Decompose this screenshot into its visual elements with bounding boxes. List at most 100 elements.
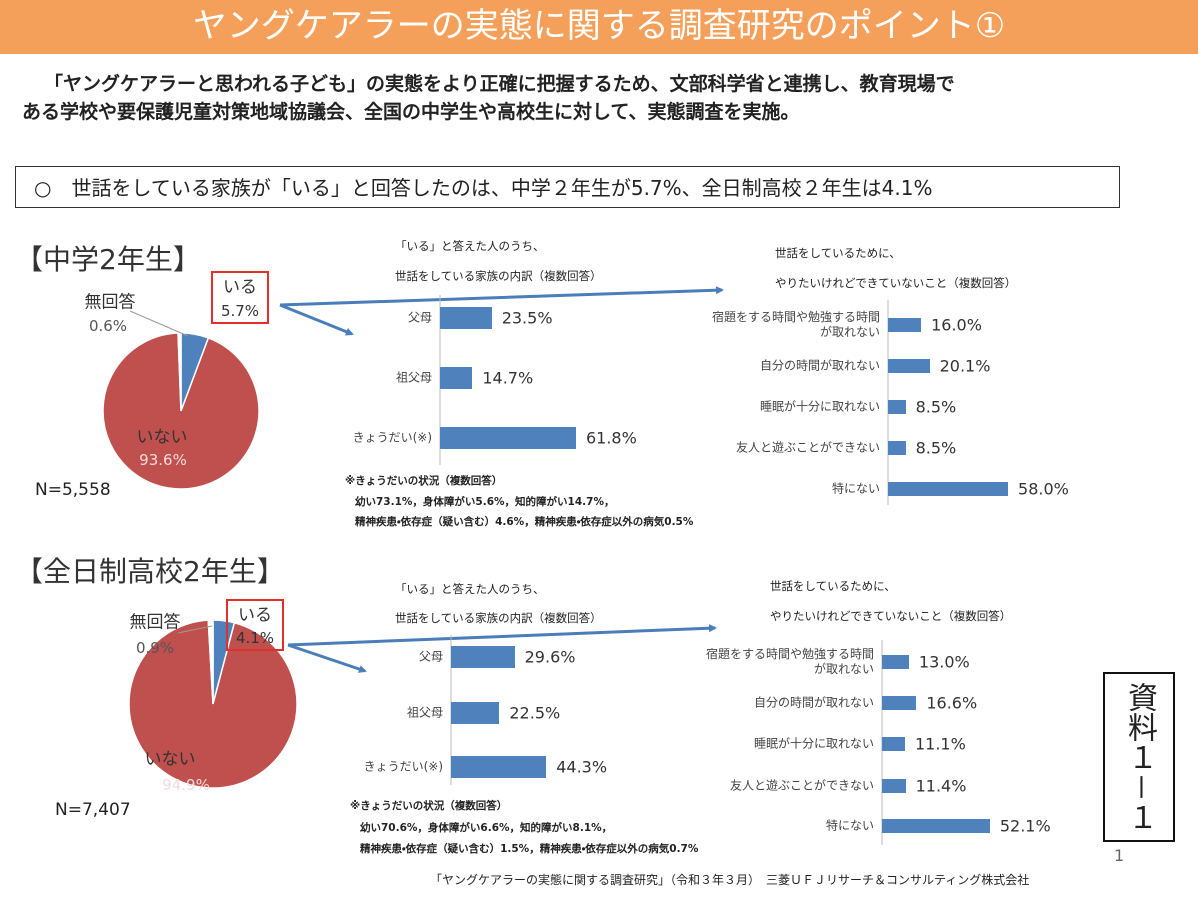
slice-label: いない	[144, 749, 196, 770]
bar	[888, 318, 922, 332]
bar	[440, 307, 492, 329]
category-label: 友人と遊ぶことができない	[735, 440, 880, 455]
source: 「ヤングケアラーの実態に関する調査研究」（令和３年３月） 三菱ＵＦＪリサーチ＆コ…	[430, 873, 1030, 887]
category-label: 宿題をする時間や勉強する時間が取れない	[711, 310, 880, 339]
highlight-box	[211, 271, 269, 324]
bar	[888, 482, 1009, 496]
bar	[882, 819, 990, 833]
footnote: 精神疾患・依存症（疑い含む）4.6%，精神疾患・依存症以外の病気0.5%	[355, 516, 694, 528]
value-label: 16.6%	[926, 693, 978, 713]
category-label: 宿題をする時間や勉強する時間が取れない	[705, 647, 874, 676]
bar	[882, 655, 909, 669]
category-label: 睡眠が十分に取れない	[753, 736, 874, 751]
bar	[440, 367, 473, 389]
slice-value: 5.7%	[220, 302, 260, 320]
summary-box	[15, 166, 1120, 208]
category-label: 祖父母	[395, 370, 432, 385]
bar	[882, 737, 905, 751]
page-title: ヤングケアラーの実態に関する調査研究のポイント①	[192, 6, 1006, 46]
section-title: 【中学2年生】	[15, 243, 201, 276]
doc-id: 資料１－１	[1122, 682, 1157, 832]
footnote: 精神疾患・依存症（疑い含む）1.5%，精神疾患・依存症以外の病気0.7%	[360, 843, 699, 855]
chart-subtitle: 世話をしている家族の内訳（複数回答）	[395, 269, 602, 283]
sample-size: N=5,558	[35, 480, 111, 500]
arrow	[287, 624, 717, 647]
chart-subtitle: 世話をしている家族の内訳（複数回答）	[395, 611, 602, 625]
bar	[451, 756, 547, 778]
page-number: 1	[1114, 846, 1125, 865]
bar	[451, 646, 515, 668]
value-label: 16.0%	[931, 315, 982, 335]
bar	[888, 359, 930, 373]
category-label: 自分の時間が取れない	[753, 695, 874, 710]
footnote: ※きょうだいの状況（複数回答）	[345, 475, 503, 487]
slice-value: 4.1%	[235, 629, 275, 647]
intro-line: ある学校や要保護児童対策地域協議会、全国の中学生や高校生に対して、実態調査を実施…	[22, 101, 800, 123]
slice-value: 0.9%	[135, 639, 175, 657]
footnote: 幼い73.1%，身体障がい5.6%，知的障がい14.7%，	[355, 496, 615, 508]
value-label: 11.4%	[915, 776, 967, 796]
arrow	[279, 286, 724, 307]
value-label: 23.5%	[501, 308, 553, 328]
category-label: きょうだい(※)	[363, 759, 443, 774]
value-label: 22.5%	[509, 703, 561, 723]
value-label: 11.1%	[914, 734, 966, 754]
slice-label: いる	[238, 605, 272, 626]
chart-title: 「いる」と答えた人のうち、	[395, 582, 545, 596]
value-label: 44.3%	[556, 757, 608, 777]
category-label: 友人と遊ぶことができない	[729, 778, 874, 793]
footnote: ※きょうだいの状況（複数回答）	[350, 800, 508, 812]
slice-label: 無回答	[129, 612, 181, 633]
slice-value: 0.6%	[88, 317, 128, 335]
value-label: 14.7%	[482, 368, 534, 388]
slice-label: いる	[223, 277, 257, 298]
leader-line	[177, 625, 213, 634]
value-label: 61.8%	[585, 428, 637, 448]
category-label: 特にない	[831, 481, 880, 496]
bar	[888, 441, 906, 455]
value-label: 20.1%	[939, 356, 991, 376]
bar	[440, 427, 576, 449]
doc-id-box	[1103, 672, 1175, 842]
category-label: きょうだい(※)	[352, 430, 432, 445]
arrows	[279, 286, 724, 673]
highlight-box	[226, 599, 284, 651]
bar	[451, 702, 500, 724]
arrow	[279, 303, 354, 336]
chart-title: 世話をしているために、	[775, 246, 901, 260]
category-label: 父母	[407, 310, 432, 325]
pie-slice	[102, 332, 260, 490]
chart-title: 「いる」と答えた人のうち、	[395, 239, 545, 253]
sample-size: N=7,407	[55, 800, 131, 820]
category-label: 祖父母	[406, 705, 443, 720]
category-label: 父母	[418, 649, 443, 664]
chart-title: 世話をしているために、	[770, 579, 896, 593]
slice-value: 94.9%	[162, 776, 210, 794]
intro-line: 「ヤングケアラーと思われる子ども」の実態をより正確に把握するため、文部科学省と連…	[44, 73, 955, 95]
value-label: 29.6%	[524, 647, 576, 667]
category-label: 睡眠が十分に取れない	[759, 399, 880, 414]
slice-label: 無回答	[84, 292, 136, 313]
category-label: 特にない	[825, 818, 874, 833]
banner	[0, 0, 1198, 54]
value-label: 8.5%	[915, 438, 957, 458]
value-label: 8.5%	[915, 397, 957, 417]
slice-value: 93.6%	[139, 451, 187, 469]
slice-label: いない	[136, 427, 188, 448]
bar	[882, 779, 906, 793]
pie-slice	[128, 619, 298, 789]
value-label: 52.1%	[999, 816, 1051, 836]
pie-slice	[207, 619, 214, 705]
bar	[888, 400, 906, 414]
chart-subtitle: やりたいけれどできていないこと（複数回答）	[770, 609, 1012, 623]
arrow	[287, 643, 367, 673]
chart-subtitle: やりたいけれどできていないこと（複数回答）	[775, 276, 1017, 290]
footnote: 幼い70.6%，身体障がい6.6%，知的障がい8.1%，	[360, 822, 613, 834]
value-label: 58.0%	[1018, 479, 1069, 499]
value-label: 13.0%	[918, 652, 970, 672]
bar	[882, 696, 917, 710]
summary: ○ 世話をしている家族が「いる」と回答したのは、中学２年生が5.7%、全日制高校…	[34, 176, 933, 200]
leader-line	[129, 310, 189, 337]
